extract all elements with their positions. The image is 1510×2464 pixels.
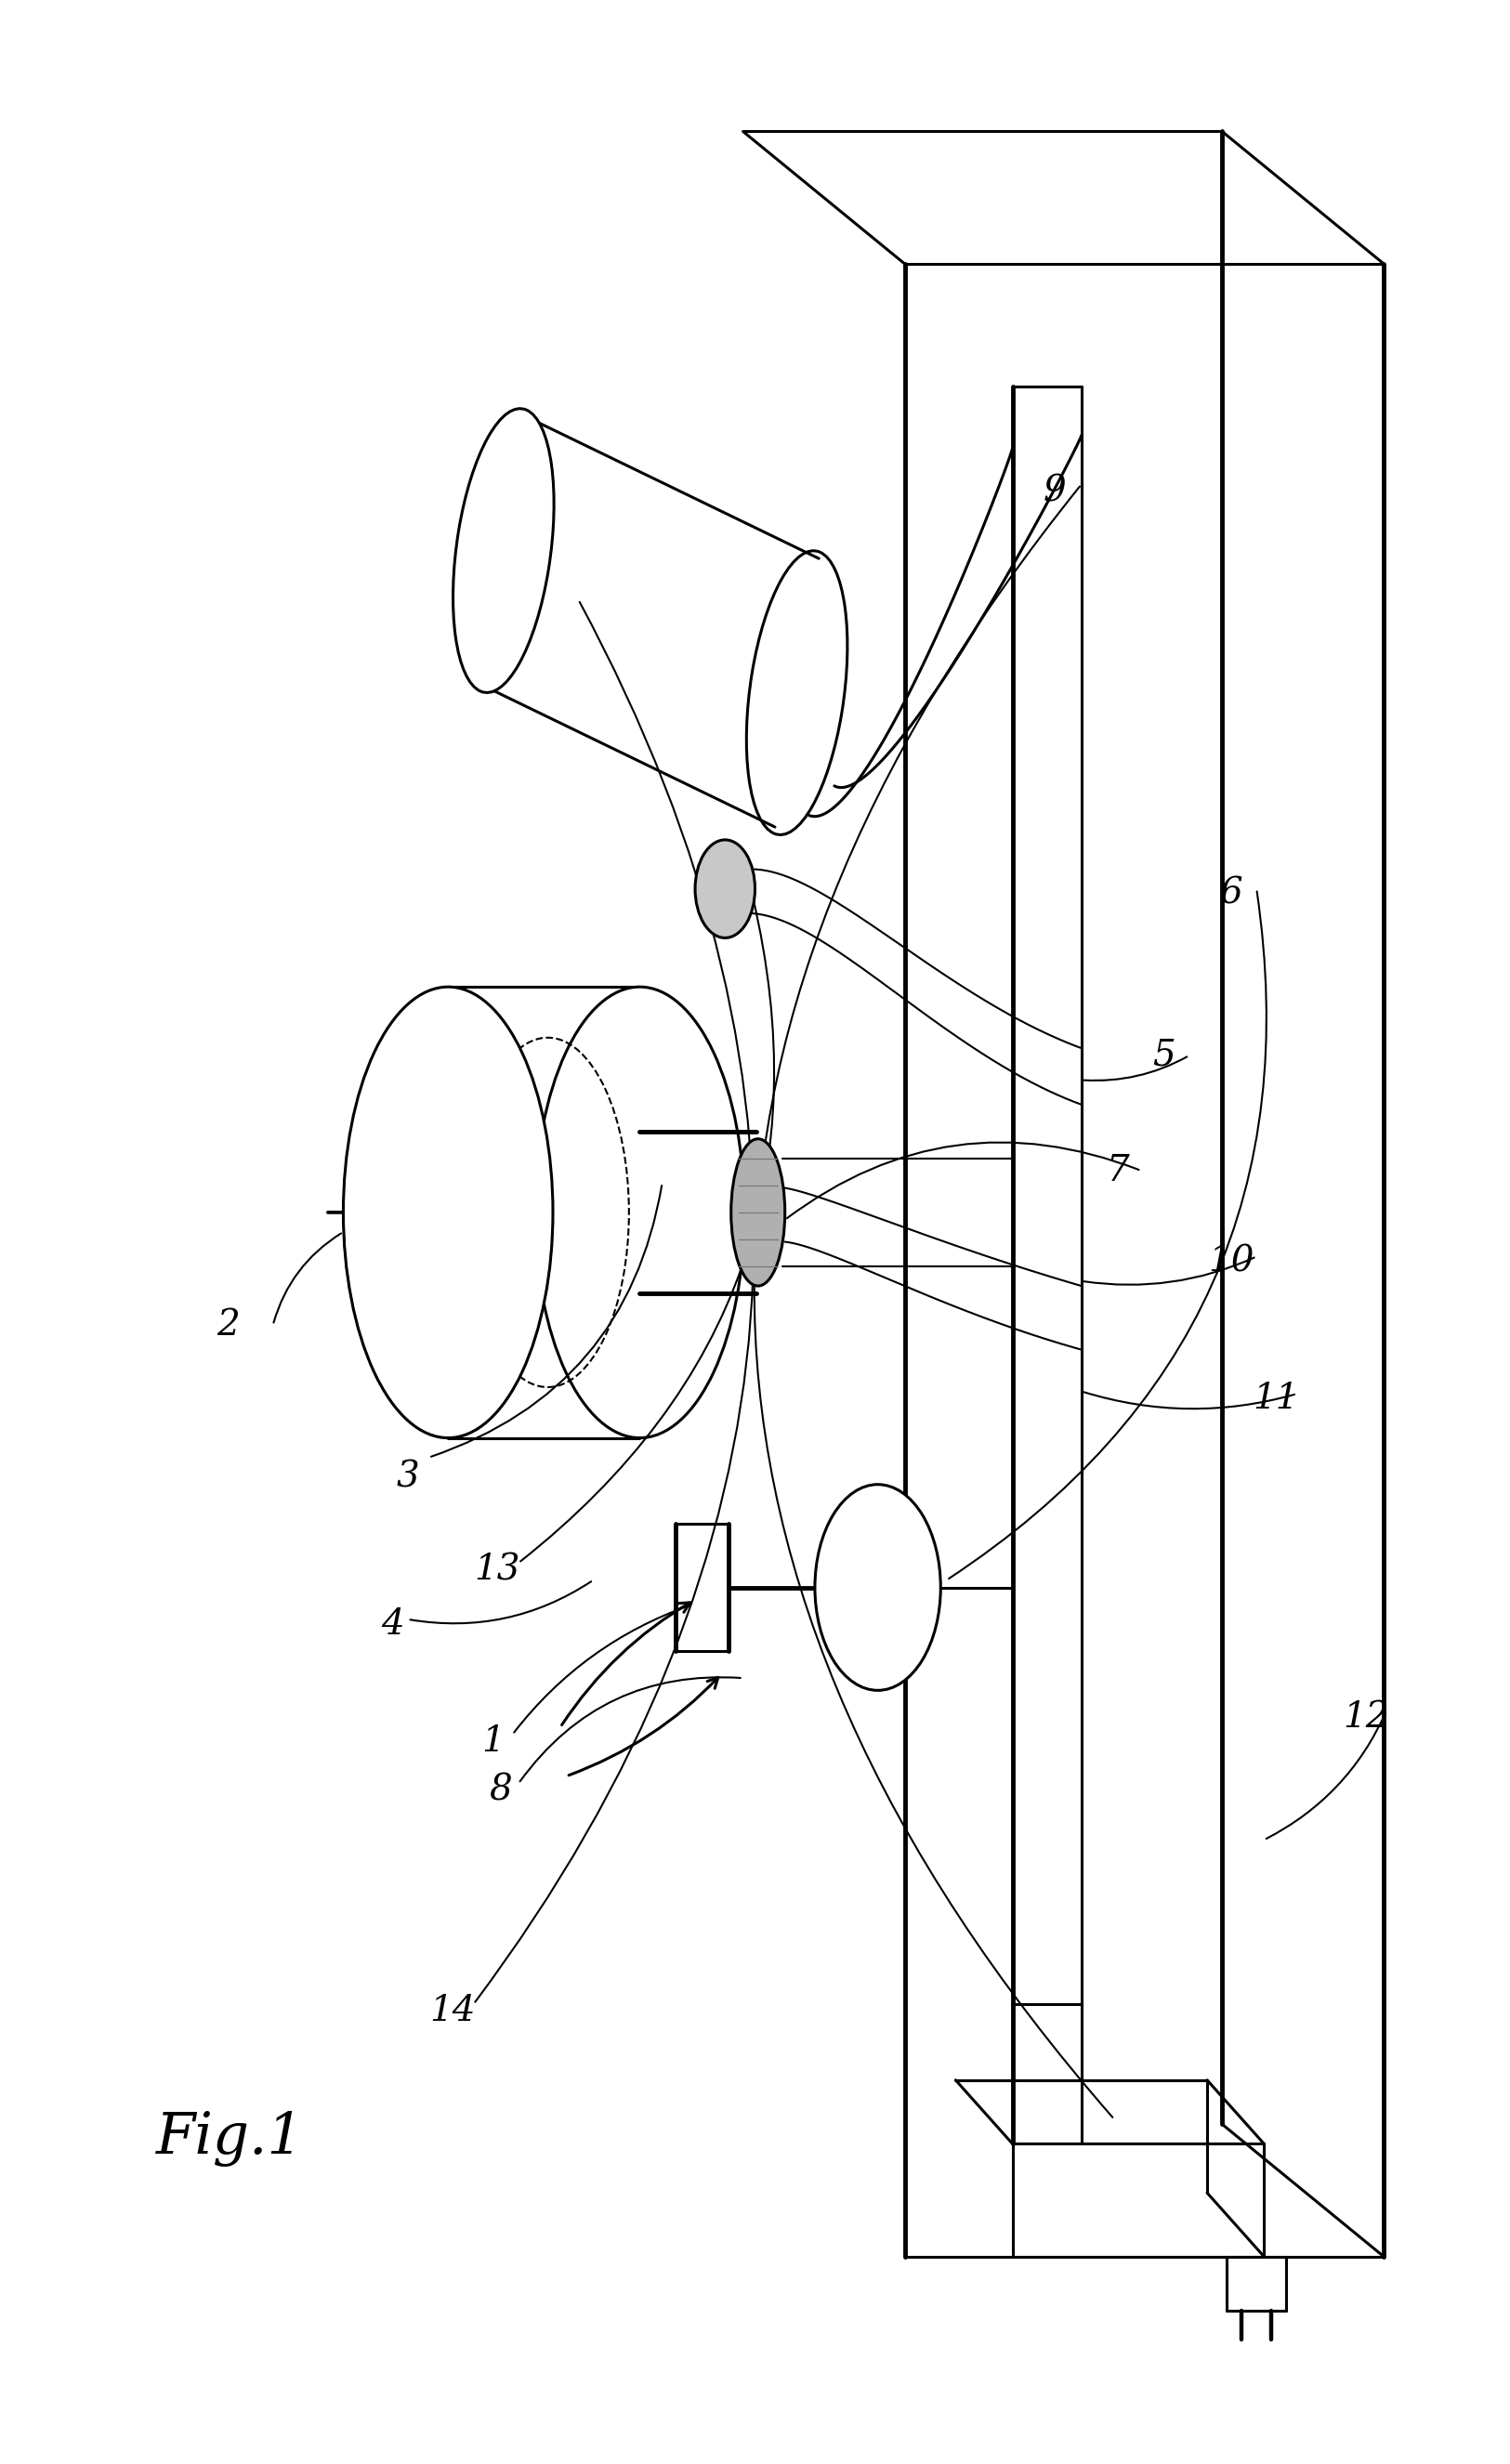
Text: 9: 9 [1043,476,1066,510]
Text: 10: 10 [1208,1244,1255,1279]
Ellipse shape [453,409,554,692]
Text: 13: 13 [474,1552,521,1587]
Text: 14: 14 [429,1993,476,2028]
Ellipse shape [815,1483,941,1690]
Ellipse shape [731,1138,785,1286]
Text: 8: 8 [489,1774,512,1809]
Text: Fig.1: Fig.1 [156,2112,304,2166]
Ellipse shape [695,840,755,939]
Text: 7: 7 [1105,1153,1129,1188]
Text: 12: 12 [1342,1700,1389,1735]
Ellipse shape [746,552,847,835]
Text: 1: 1 [482,1725,504,1759]
Ellipse shape [535,988,744,1439]
Ellipse shape [343,988,553,1439]
Text: 6: 6 [1220,877,1243,912]
Text: 3: 3 [396,1461,420,1493]
Text: 11: 11 [1253,1382,1299,1417]
Text: 4: 4 [381,1607,405,1641]
Text: 5: 5 [1152,1037,1175,1072]
Text: 2: 2 [216,1308,240,1343]
